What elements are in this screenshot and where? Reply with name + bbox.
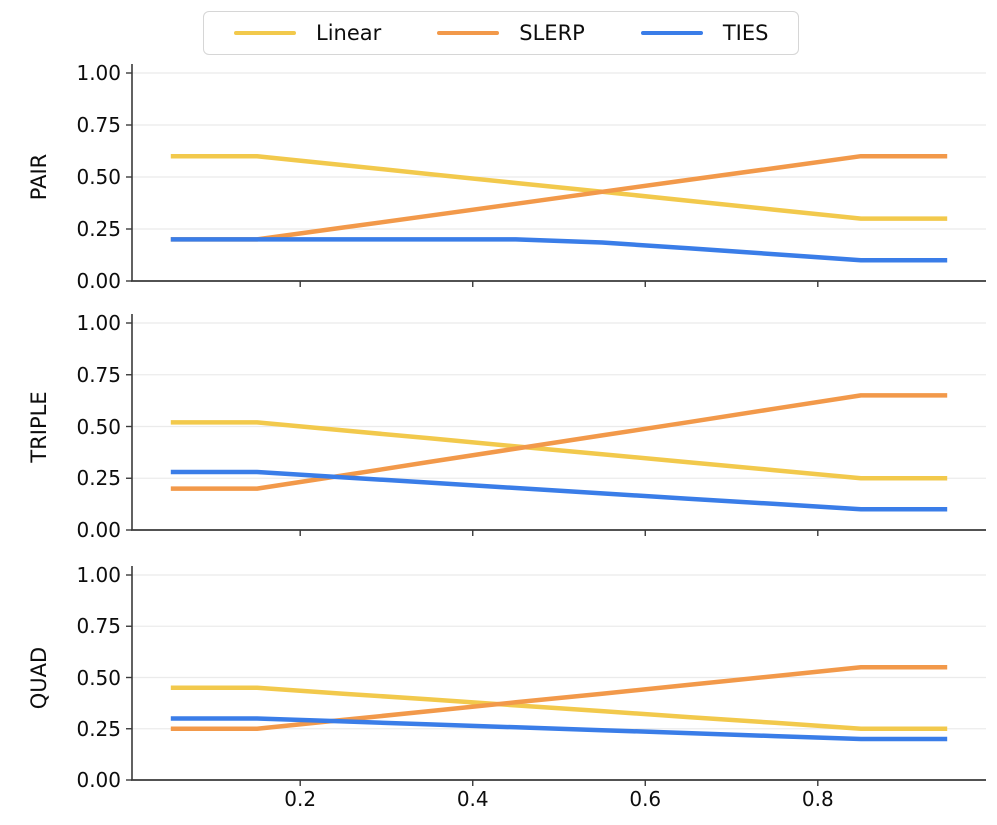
y-tick-label: 0.75	[76, 362, 121, 387]
legend: Linear SLERP TIES	[203, 11, 800, 55]
y-axis-label-quad: QUAD	[27, 646, 51, 709]
y-tick-label: 0.75	[76, 113, 121, 137]
line-slerp	[170, 393, 948, 491]
legend-item-slerp: SLERP	[437, 20, 585, 45]
y-tick-label: 1.00	[76, 311, 121, 335]
line-ties	[170, 237, 948, 263]
y-tick-label: 0.50	[76, 165, 121, 189]
y-tick-label: 0.25	[76, 217, 121, 241]
y-tick-label: 0.25	[76, 716, 121, 741]
legend-label-ties: TIES	[722, 20, 769, 45]
line-ties	[170, 469, 948, 512]
x-tick-label: 0.4	[456, 787, 489, 811]
linear-line-swatch	[234, 30, 296, 36]
y-tick-label: 0.25	[76, 466, 121, 491]
line-linear	[170, 685, 948, 732]
y-tick-label: 0.75	[76, 614, 121, 639]
legend-item-ties: TIES	[640, 20, 769, 45]
line-linear	[170, 420, 948, 481]
plot-area-pair	[126, 64, 986, 287]
line-linear	[170, 153, 948, 221]
legend-item-linear: Linear	[234, 20, 382, 45]
legend-label-slerp: SLERP	[519, 20, 585, 45]
y-tick-label: 1.00	[76, 61, 121, 85]
line-ties	[170, 716, 948, 742]
y-axis-label-triple: TRIPLE	[27, 390, 51, 463]
y-tick-label: 0.50	[76, 414, 121, 439]
legend-label-linear: Linear	[316, 20, 382, 45]
line-slerp	[170, 664, 948, 732]
x-tick-label: 0.2	[284, 787, 317, 811]
y-tick-label: 0.00	[76, 518, 121, 542]
y-tick-label: 0.50	[76, 665, 121, 690]
x-tick-label: 0.8	[801, 787, 834, 811]
y-tick-label: 1.00	[76, 563, 121, 587]
y-axis-label-pair: PAIR	[27, 153, 51, 201]
slerp-line-swatch	[437, 30, 500, 36]
line-slerp	[170, 153, 948, 242]
plot-area-quad	[126, 566, 986, 786]
y-tick-label: 0.00	[76, 768, 121, 792]
ties-line-swatch	[640, 30, 703, 36]
y-tick-label: 0.00	[76, 269, 121, 293]
x-tick-label: 0.6	[629, 787, 662, 811]
plot-area-triple	[126, 314, 986, 536]
